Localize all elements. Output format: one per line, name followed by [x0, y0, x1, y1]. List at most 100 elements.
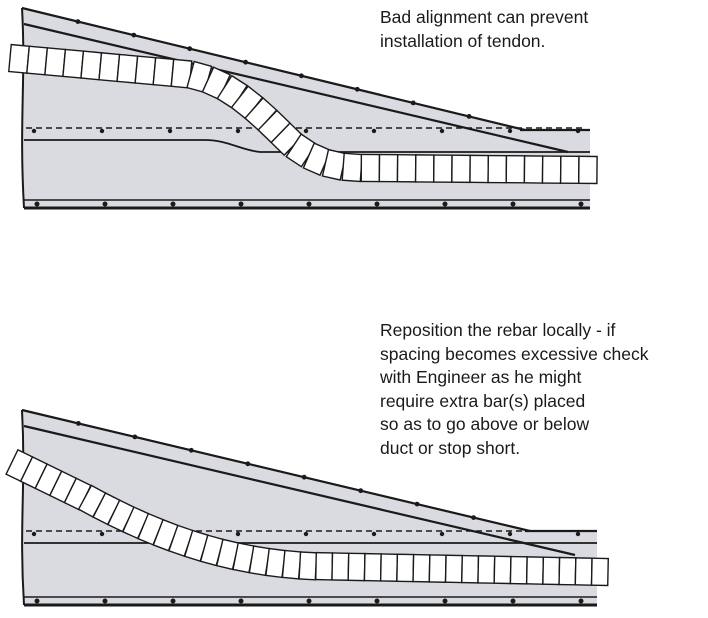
- note-line: with Engineer as he might: [380, 367, 582, 387]
- note-bad-alignment: Bad alignment can prevent installation o…: [380, 6, 588, 53]
- duct-segment: [379, 553, 399, 582]
- top-rebar-dot: [131, 32, 137, 38]
- bottom-rebar-dot: [34, 598, 40, 604]
- top-rebar-dot: [354, 86, 360, 92]
- level-dot: [303, 531, 309, 537]
- level-dot: [167, 128, 173, 134]
- duct-segment: [414, 154, 435, 183]
- bottom-rebar-dot: [374, 598, 380, 604]
- duct-segment: [62, 48, 85, 79]
- top-rebar-dot: [358, 488, 364, 494]
- level-dot: [439, 128, 445, 134]
- bottom-rebar-dot: [578, 598, 584, 604]
- bottom-rebar-dot: [510, 201, 516, 207]
- top-rebar-dot: [76, 421, 81, 426]
- bottom-rebar-dot: [170, 201, 176, 207]
- level-dot: [99, 531, 105, 537]
- level-dot: [31, 531, 37, 537]
- level-dot: [371, 531, 377, 537]
- duct-segment: [578, 155, 598, 185]
- level-dot: [31, 128, 37, 134]
- duct-segment: [396, 553, 415, 583]
- duct-segment: [315, 551, 334, 581]
- panel-reposition-rebar: [5, 408, 609, 607]
- duct-segment: [8, 43, 31, 74]
- duct-segment: [298, 551, 318, 581]
- top-rebar-dot: [187, 46, 193, 52]
- level-dot: [235, 128, 241, 134]
- top-rebar-dot: [243, 59, 249, 65]
- slab-top-edge: [21, 6, 526, 132]
- duct-segment: [360, 153, 381, 183]
- bottom-rebar-dot: [238, 598, 244, 604]
- note-line: require extra bar(s) placed: [380, 390, 586, 411]
- duct-segment: [509, 555, 528, 585]
- top-rebar-dot: [301, 474, 307, 480]
- duct-segment: [152, 57, 175, 88]
- bottom-rebar-dot: [442, 201, 448, 207]
- bottom-rebar-dot: [102, 201, 108, 207]
- level-dot: [575, 531, 581, 537]
- slab-left-edge: [21, 409, 25, 606]
- top-rebar-dot: [466, 114, 472, 119]
- level-dot: [99, 128, 105, 134]
- bottom-rebar-dot: [102, 598, 108, 604]
- bottom-rebar-dot: [34, 201, 40, 207]
- bottom-rebar-dot: [442, 598, 448, 604]
- bottom-rebar-dot: [306, 201, 312, 207]
- duct-segment: [477, 555, 496, 584]
- slab-top-edge: [21, 408, 531, 533]
- duct-segment: [444, 554, 463, 584]
- duct-segment: [525, 556, 545, 585]
- note-line: so as to go above or below: [380, 414, 590, 434]
- note-line: duct or stop short.: [380, 437, 521, 458]
- top-rebar-dot: [471, 515, 476, 520]
- bottom-rebar-dot: [170, 598, 176, 604]
- duct-segment: [80, 50, 103, 81]
- panel-bad-alignment: [8, 6, 598, 210]
- duct-segment: [487, 154, 508, 184]
- top-rebar-line: [23, 424, 576, 557]
- duct-segment: [44, 47, 67, 78]
- bottom-rebar-dot: [374, 201, 380, 207]
- top-rebar-dot: [410, 100, 416, 106]
- duct-segment: [542, 556, 561, 586]
- note-line: Reposition the rebar locally - if: [380, 320, 616, 340]
- duct-segment: [412, 553, 431, 583]
- note-reposition-rebar: Reposition the rebar locally - if spacin…: [380, 319, 648, 460]
- bottom-rebar-dot: [578, 201, 584, 207]
- level-dot: [235, 531, 241, 537]
- top-rebar-dot: [299, 73, 304, 79]
- duct-segment: [461, 554, 480, 584]
- top-rebar-dot: [414, 501, 420, 507]
- note-line: spacing becomes excessive check: [380, 343, 649, 364]
- level-dot: [303, 128, 309, 134]
- duct-segment: [281, 549, 302, 580]
- duct-segment: [559, 155, 580, 185]
- duct-segment: [558, 556, 577, 586]
- duct-segment: [331, 552, 350, 581]
- duct-segment: [396, 154, 417, 183]
- duct-segment: [347, 552, 366, 582]
- note-line: installation of tendon.: [380, 30, 546, 51]
- duct-segment: [451, 154, 471, 184]
- level-dot: [575, 128, 581, 134]
- duct-segment: [26, 45, 49, 76]
- top-rebar-dot: [245, 461, 251, 467]
- duct-segment: [134, 55, 157, 86]
- duct-segment: [432, 154, 453, 183]
- duct-segment: [493, 555, 512, 585]
- top-rebar-line: [23, 22, 569, 154]
- note-line: Bad alignment can prevent: [380, 7, 589, 27]
- bottom-rebar-dot: [238, 201, 244, 207]
- duct-segment: [469, 154, 490, 184]
- level-dot: [507, 531, 513, 537]
- slab-left-edge: [21, 7, 25, 209]
- duct-segment: [428, 554, 447, 583]
- top-rebar-dot: [132, 434, 138, 440]
- duct-segment: [523, 155, 544, 184]
- duct-segment: [116, 53, 139, 84]
- duct-segment: [590, 557, 609, 587]
- duct-segment: [363, 552, 382, 582]
